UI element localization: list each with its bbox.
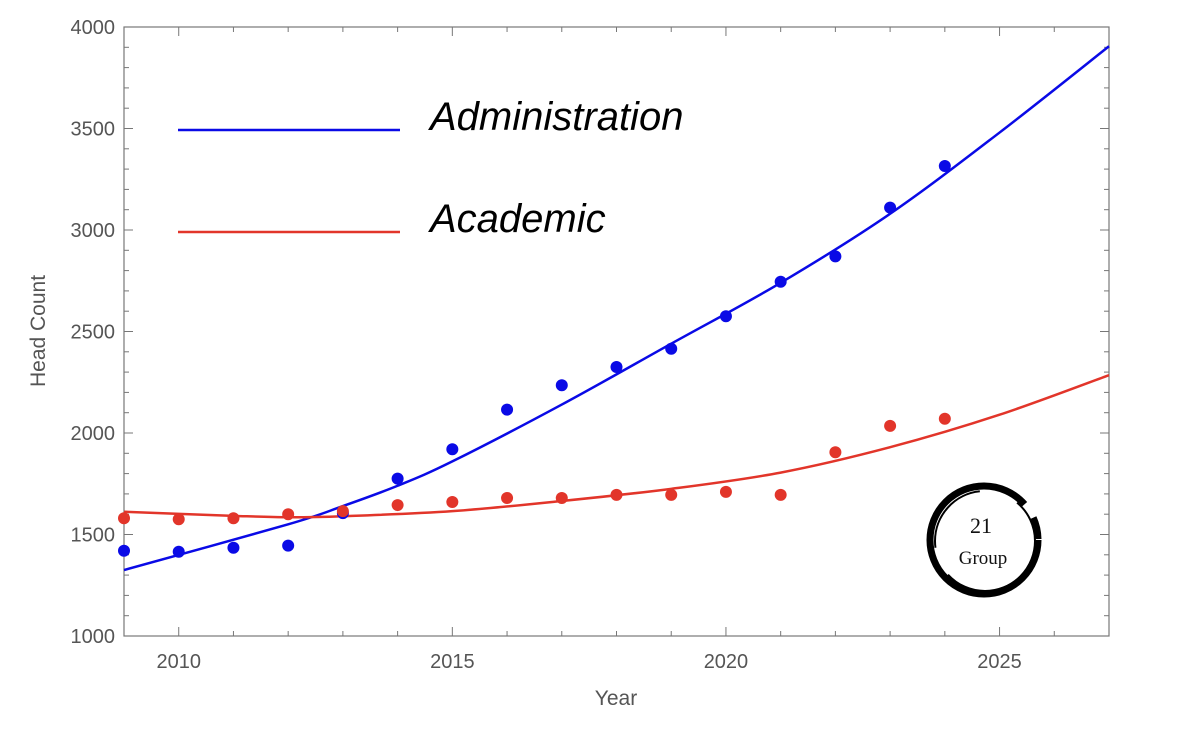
y-tick-label: 3500: [71, 119, 116, 141]
data-point-academic: [610, 488, 623, 501]
data-point-administration: [719, 310, 732, 323]
legend: Administration Academic: [178, 95, 683, 241]
x-tick-label: 2015: [430, 651, 475, 673]
fit-curve-administration: [123, 45, 1110, 572]
data-point-academic: [336, 505, 349, 518]
data-point-academic: [172, 513, 185, 526]
data-point-administration: [884, 201, 897, 214]
data-point-administration: [227, 541, 240, 554]
data-point-academic: [774, 488, 787, 501]
logo-number: 21: [970, 513, 992, 538]
data-point-administration: [118, 544, 130, 557]
y-tick-label: 4000: [71, 17, 116, 39]
data-point-academic: [555, 491, 568, 504]
y-tick-label: 1000: [71, 626, 116, 648]
data-point-academic: [665, 488, 678, 501]
data-point-academic: [227, 512, 240, 525]
fit-curves: [123, 45, 1110, 572]
data-point-administration: [391, 472, 404, 485]
data-point-administration: [665, 342, 678, 355]
logo-word: Group: [959, 548, 1008, 569]
data-point-administration: [610, 361, 623, 374]
data-point-administration: [774, 275, 787, 288]
axis-ticks: [123, 26, 1110, 637]
data-point-academic: [719, 485, 732, 498]
data-point-academic: [501, 491, 514, 504]
data-point-administration: [501, 403, 514, 416]
data-point-administration: [172, 545, 185, 558]
y-tick-label: 2500: [71, 322, 116, 344]
data-point-administration: [282, 539, 295, 552]
fit-curve-academic: [123, 373, 1110, 519]
x-tick-label: 2010: [156, 651, 201, 673]
data-point-academic: [938, 412, 951, 425]
data-point-academic: [884, 419, 897, 432]
x-tick-label: 2020: [704, 651, 749, 673]
y-axis-title: Head Count: [27, 275, 50, 387]
y-tick-label: 1500: [71, 525, 116, 547]
axis-tick-labels: 2010 2015 2020 2025 1000 1500 2000 2500 3000 3500…: [71, 17, 1022, 673]
logo-brush-ring-inner: [934, 490, 1036, 592]
legend-label-administration: Administration: [428, 95, 683, 139]
y-tick-label: 3000: [71, 220, 116, 242]
data-point-academic: [118, 512, 130, 525]
data-point-academic: [391, 499, 404, 512]
data-point-administration: [938, 160, 951, 173]
data-point-academic: [446, 496, 459, 509]
data-point-administration: [555, 379, 568, 392]
x-axis-title: Year: [595, 687, 637, 710]
data-point-administration: [446, 443, 459, 456]
legend-label-academic: Academic: [428, 197, 606, 241]
data-point-academic: [282, 508, 295, 521]
x-tick-label: 2025: [977, 651, 1022, 673]
y-tick-label: 2000: [71, 423, 116, 445]
logo-brush-ring: [926, 482, 1042, 598]
data-points: [118, 160, 951, 558]
data-point-administration: [829, 250, 842, 263]
data-point-academic: [829, 446, 842, 459]
group-logo: 21 Group: [926, 482, 1042, 598]
